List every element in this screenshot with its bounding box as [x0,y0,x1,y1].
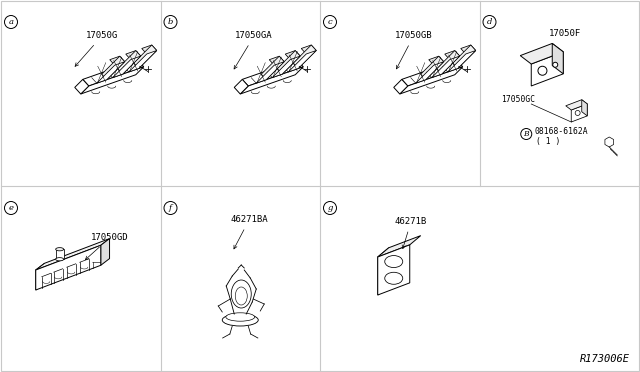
Polygon shape [141,45,157,54]
Polygon shape [234,79,248,94]
Polygon shape [420,56,444,80]
Circle shape [4,202,17,215]
Polygon shape [572,104,588,122]
Text: 17050F: 17050F [549,29,582,38]
Polygon shape [378,235,420,257]
Ellipse shape [385,272,403,284]
Polygon shape [56,249,63,259]
Ellipse shape [56,258,63,261]
Polygon shape [125,51,141,60]
Text: 17050GA: 17050GA [234,32,273,69]
Polygon shape [109,56,125,65]
Polygon shape [256,62,284,83]
Polygon shape [129,51,157,72]
Polygon shape [81,67,144,94]
Polygon shape [293,45,316,68]
Polygon shape [448,51,476,72]
Text: e: e [8,204,13,212]
Text: R173006E: R173006E [580,354,630,364]
Circle shape [4,16,17,29]
Text: a: a [8,18,13,26]
Ellipse shape [56,248,63,251]
Text: 46271BA: 46271BA [230,215,268,249]
Polygon shape [36,238,109,270]
Polygon shape [552,44,563,74]
Text: ( 1 ): ( 1 ) [536,137,561,146]
Text: g: g [327,204,333,212]
Polygon shape [605,137,614,147]
Polygon shape [243,60,303,86]
Polygon shape [378,245,410,295]
Polygon shape [301,45,316,54]
Polygon shape [400,67,463,94]
Ellipse shape [222,314,259,326]
Polygon shape [102,56,125,80]
Polygon shape [520,44,563,64]
Polygon shape [261,56,284,80]
Polygon shape [402,60,463,86]
Polygon shape [75,79,89,94]
Text: 17050GC: 17050GC [501,95,536,104]
Circle shape [538,66,547,75]
Circle shape [164,202,177,215]
Ellipse shape [236,287,247,305]
Polygon shape [97,62,125,83]
Text: 17050GB: 17050GB [395,32,433,69]
Circle shape [553,62,557,67]
Ellipse shape [226,313,255,321]
Polygon shape [285,51,300,60]
Circle shape [323,202,337,215]
Polygon shape [566,100,588,110]
Text: d: d [487,18,492,26]
Text: c: c [328,18,332,26]
Polygon shape [36,245,100,290]
Polygon shape [429,56,444,65]
Polygon shape [288,51,316,72]
Polygon shape [461,45,476,54]
Circle shape [323,16,337,29]
Text: 46271B: 46271B [395,218,427,248]
Text: 08168-6162A: 08168-6162A [534,127,588,136]
Ellipse shape [385,256,403,267]
Text: 17050GD: 17050GD [85,234,129,260]
Text: B: B [524,130,529,138]
Polygon shape [100,238,109,265]
Polygon shape [445,51,460,60]
Polygon shape [118,51,141,74]
Ellipse shape [231,280,252,308]
Polygon shape [378,248,388,295]
Polygon shape [113,56,141,78]
Polygon shape [432,56,460,78]
Polygon shape [240,67,303,94]
Polygon shape [452,45,476,68]
Circle shape [521,128,532,140]
Polygon shape [416,62,444,83]
Polygon shape [36,263,45,290]
Polygon shape [272,56,300,78]
Polygon shape [531,52,563,86]
Text: 17050G: 17050G [75,32,118,66]
Polygon shape [436,51,460,74]
Text: b: b [168,18,173,26]
Text: f: f [169,204,172,212]
Polygon shape [394,79,408,94]
Polygon shape [277,51,300,74]
Circle shape [575,110,580,115]
Polygon shape [582,100,588,116]
Polygon shape [83,60,144,86]
Polygon shape [269,56,284,65]
Polygon shape [134,45,157,68]
Circle shape [483,16,496,29]
Circle shape [164,16,177,29]
